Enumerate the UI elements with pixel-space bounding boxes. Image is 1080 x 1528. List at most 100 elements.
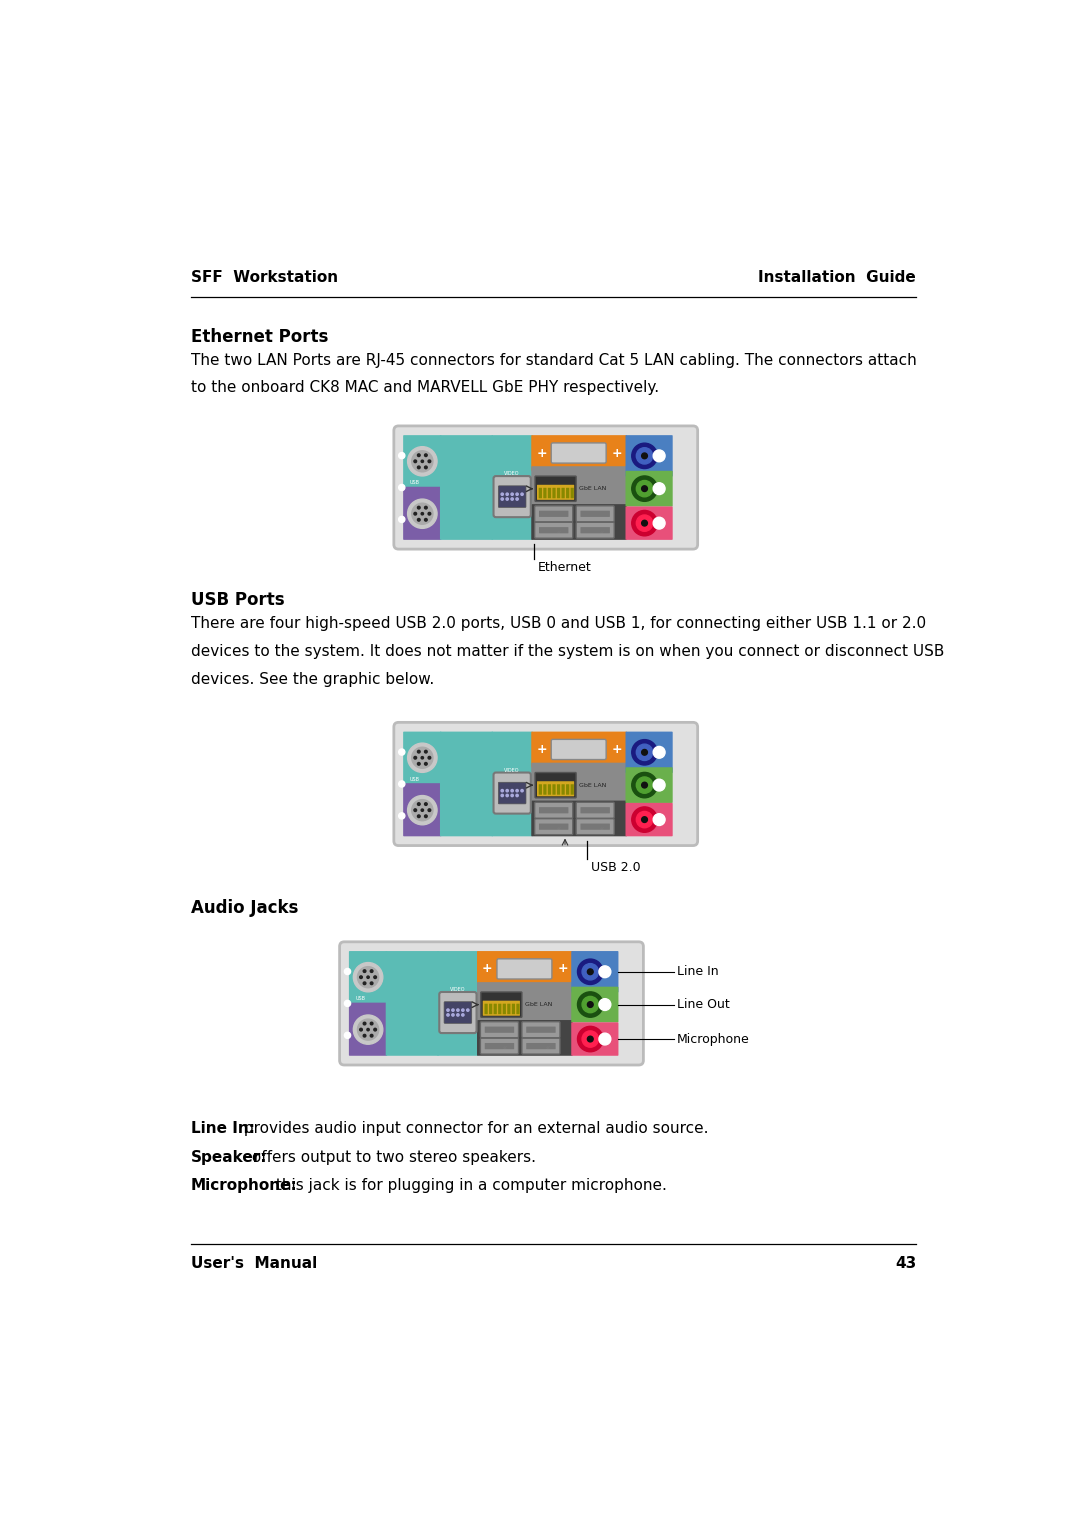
Circle shape — [582, 996, 598, 1013]
Circle shape — [653, 814, 665, 825]
Circle shape — [451, 1008, 454, 1012]
Circle shape — [414, 808, 417, 811]
FancyBboxPatch shape — [625, 506, 673, 539]
FancyBboxPatch shape — [440, 435, 494, 539]
FancyBboxPatch shape — [531, 466, 627, 509]
FancyBboxPatch shape — [531, 762, 627, 805]
FancyBboxPatch shape — [440, 992, 476, 1033]
Circle shape — [424, 506, 428, 509]
Circle shape — [418, 454, 420, 457]
Circle shape — [511, 790, 513, 792]
Circle shape — [363, 970, 366, 972]
Circle shape — [424, 762, 428, 766]
FancyBboxPatch shape — [349, 1002, 388, 1056]
FancyBboxPatch shape — [394, 426, 698, 549]
Circle shape — [353, 1015, 382, 1044]
Circle shape — [578, 992, 603, 1018]
Circle shape — [632, 772, 658, 798]
Text: The two LAN Ports are RJ-45 connectors for standard Cat 5 LAN cabling. The conne: The two LAN Ports are RJ-45 connectors f… — [191, 353, 917, 368]
Circle shape — [507, 498, 509, 500]
Circle shape — [451, 1013, 454, 1016]
Text: VIDEO: VIDEO — [450, 987, 465, 992]
Text: Ethernet Ports: Ethernet Ports — [191, 329, 328, 347]
Circle shape — [588, 1002, 593, 1007]
Text: devices. See the graphic below.: devices. See the graphic below. — [191, 671, 434, 686]
Text: GbE LAN: GbE LAN — [579, 486, 607, 490]
FancyBboxPatch shape — [403, 784, 442, 836]
Circle shape — [424, 454, 428, 457]
FancyBboxPatch shape — [562, 487, 565, 498]
Circle shape — [636, 811, 652, 828]
Circle shape — [399, 484, 405, 490]
FancyBboxPatch shape — [535, 773, 576, 798]
Text: ☄: ☄ — [554, 532, 561, 538]
FancyBboxPatch shape — [485, 1004, 488, 1015]
Circle shape — [414, 512, 417, 515]
FancyBboxPatch shape — [566, 784, 569, 795]
Text: ☄: ☄ — [500, 1047, 507, 1053]
Circle shape — [461, 1013, 464, 1016]
FancyBboxPatch shape — [537, 781, 575, 796]
Circle shape — [516, 790, 518, 792]
Circle shape — [636, 480, 652, 497]
FancyBboxPatch shape — [576, 506, 615, 521]
FancyBboxPatch shape — [502, 1004, 505, 1015]
FancyBboxPatch shape — [548, 487, 551, 498]
Text: Line In: Line In — [677, 966, 718, 978]
Circle shape — [399, 516, 405, 523]
Circle shape — [370, 983, 373, 984]
Text: There are four high-speed USB 2.0 ports, USB 0 and USB 1, for connecting either : There are four high-speed USB 2.0 ports,… — [191, 616, 926, 631]
FancyBboxPatch shape — [477, 950, 572, 987]
FancyBboxPatch shape — [543, 784, 546, 795]
Text: ☄: ☄ — [543, 1047, 550, 1053]
FancyBboxPatch shape — [580, 510, 610, 516]
Circle shape — [363, 1022, 366, 1025]
FancyBboxPatch shape — [483, 1001, 519, 1016]
Circle shape — [370, 1034, 373, 1038]
FancyBboxPatch shape — [571, 987, 619, 1022]
Text: USB 2.0: USB 2.0 — [591, 860, 640, 874]
FancyBboxPatch shape — [531, 504, 627, 539]
FancyBboxPatch shape — [494, 773, 530, 813]
Text: +: + — [611, 446, 622, 460]
Circle shape — [363, 983, 366, 984]
FancyBboxPatch shape — [539, 807, 568, 813]
Circle shape — [414, 460, 417, 463]
FancyBboxPatch shape — [477, 1021, 572, 1056]
Circle shape — [418, 518, 420, 521]
Circle shape — [599, 966, 611, 978]
Text: USB: USB — [409, 480, 419, 486]
FancyBboxPatch shape — [543, 487, 546, 498]
Text: USB Ports: USB Ports — [191, 591, 284, 610]
Circle shape — [411, 503, 433, 524]
FancyBboxPatch shape — [394, 723, 698, 845]
FancyBboxPatch shape — [522, 1038, 561, 1054]
FancyBboxPatch shape — [339, 941, 644, 1065]
FancyBboxPatch shape — [539, 784, 542, 795]
Circle shape — [345, 969, 351, 975]
Text: GbE LAN: GbE LAN — [525, 1002, 552, 1007]
Circle shape — [418, 802, 420, 805]
FancyBboxPatch shape — [580, 807, 610, 813]
Circle shape — [424, 466, 428, 469]
Circle shape — [353, 963, 382, 992]
FancyBboxPatch shape — [571, 1022, 619, 1056]
Text: ☄: ☄ — [554, 828, 561, 834]
Circle shape — [582, 964, 598, 979]
FancyBboxPatch shape — [539, 527, 568, 533]
Circle shape — [374, 1028, 377, 1031]
FancyBboxPatch shape — [535, 802, 572, 817]
Circle shape — [588, 969, 593, 975]
FancyBboxPatch shape — [625, 471, 673, 506]
FancyBboxPatch shape — [551, 740, 606, 759]
Circle shape — [367, 976, 369, 978]
Circle shape — [428, 808, 431, 811]
Circle shape — [511, 795, 513, 796]
Circle shape — [642, 521, 647, 526]
Circle shape — [428, 512, 431, 515]
Circle shape — [642, 749, 647, 755]
Circle shape — [399, 781, 405, 787]
FancyBboxPatch shape — [562, 784, 565, 795]
Circle shape — [411, 451, 433, 472]
FancyBboxPatch shape — [403, 435, 442, 489]
